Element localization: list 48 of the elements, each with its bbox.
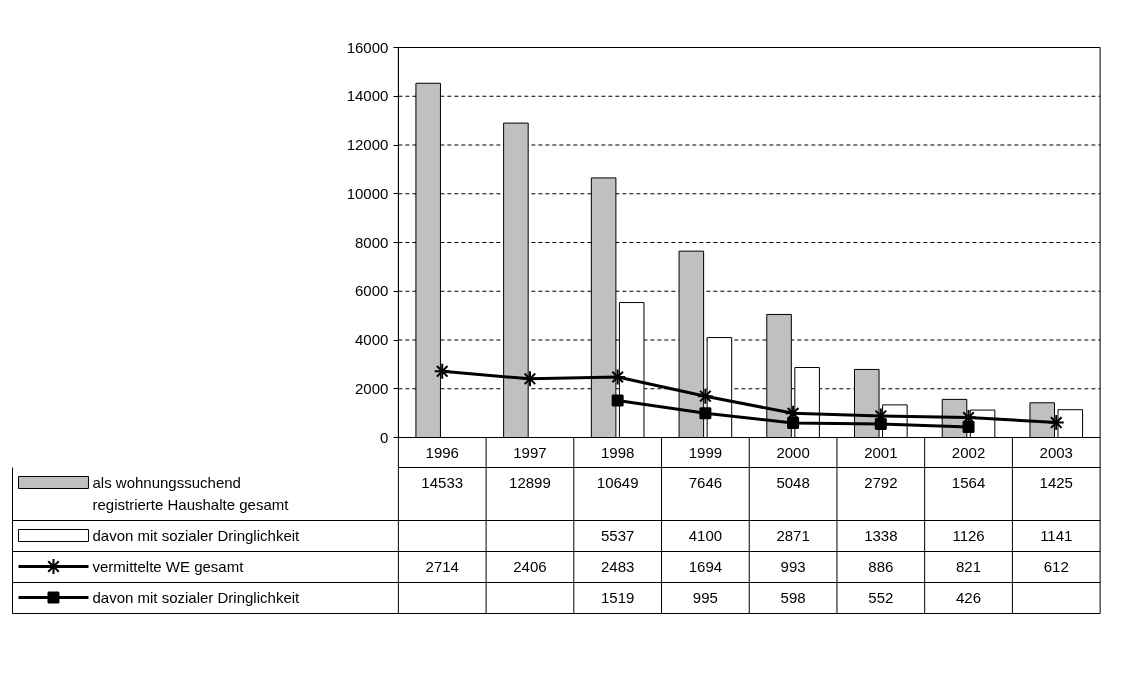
- data-label: 426: [956, 588, 982, 606]
- x-tick-label: 1997: [513, 443, 547, 461]
- data-label: 598: [780, 588, 806, 606]
- y-tick-label: 16000: [346, 38, 389, 56]
- x-tick-label: 2000: [776, 443, 810, 461]
- data-label: 5537: [600, 526, 635, 544]
- data-label: 1564: [951, 473, 986, 491]
- y-tick-label: 4000: [354, 331, 389, 348]
- y-tick-label: 2000: [354, 379, 389, 397]
- y-tick-label: 6000: [354, 282, 389, 300]
- data-label: 1519: [600, 588, 635, 606]
- y-tick-label: 10000: [346, 184, 389, 202]
- legend-label: als wohnungssuchend registrierte Haushalte gesamt: [92, 474, 290, 513]
- x-tick-label: 1999: [688, 443, 723, 461]
- y-tick-label: 0: [380, 428, 389, 446]
- data-label: 12899: [509, 473, 551, 491]
- legend-label: davon mit sozialer Dringlichkeit: [92, 589, 301, 606]
- data-label: 612: [1043, 557, 1069, 575]
- data-label: 1141: [1040, 526, 1073, 544]
- x-tick-label: 2001: [864, 443, 898, 461]
- legend-label: vermittelte WE gesamt: [92, 558, 245, 575]
- data-label: 995: [692, 588, 718, 606]
- data-label: 2714: [425, 557, 459, 575]
- data-label: 886: [868, 557, 894, 575]
- data-label: 14533: [421, 473, 464, 491]
- data-label: 7646: [688, 473, 723, 491]
- legend-label: davon mit sozialer Dringlichkeit: [92, 527, 301, 544]
- data-label: 1694: [688, 557, 723, 575]
- data-label: 2483: [600, 557, 635, 575]
- x-tick-label: 2002: [951, 443, 986, 461]
- y-tick-label: 8000: [354, 233, 389, 251]
- data-label: 1425: [1039, 473, 1073, 491]
- x-tick-label: 1996: [425, 443, 459, 461]
- data-label: 2406: [513, 557, 547, 575]
- data-label: 2792: [864, 473, 898, 491]
- x-tick-label: 2003: [1039, 443, 1073, 461]
- data-label: 2871: [776, 526, 810, 544]
- data-label: 821: [956, 557, 982, 575]
- data-label: 5048: [776, 473, 810, 491]
- data-label: 993: [780, 557, 806, 575]
- data-label: 1338: [864, 526, 898, 544]
- data-label: 4100: [688, 526, 723, 544]
- y-tick-label: 14000: [346, 87, 389, 105]
- data-label: 1126: [952, 526, 985, 544]
- data-label: 10649: [596, 473, 639, 491]
- x-tick-label: 1998: [600, 443, 635, 461]
- data-label: 552: [868, 588, 894, 606]
- y-tick-label: 12000: [346, 136, 389, 153]
